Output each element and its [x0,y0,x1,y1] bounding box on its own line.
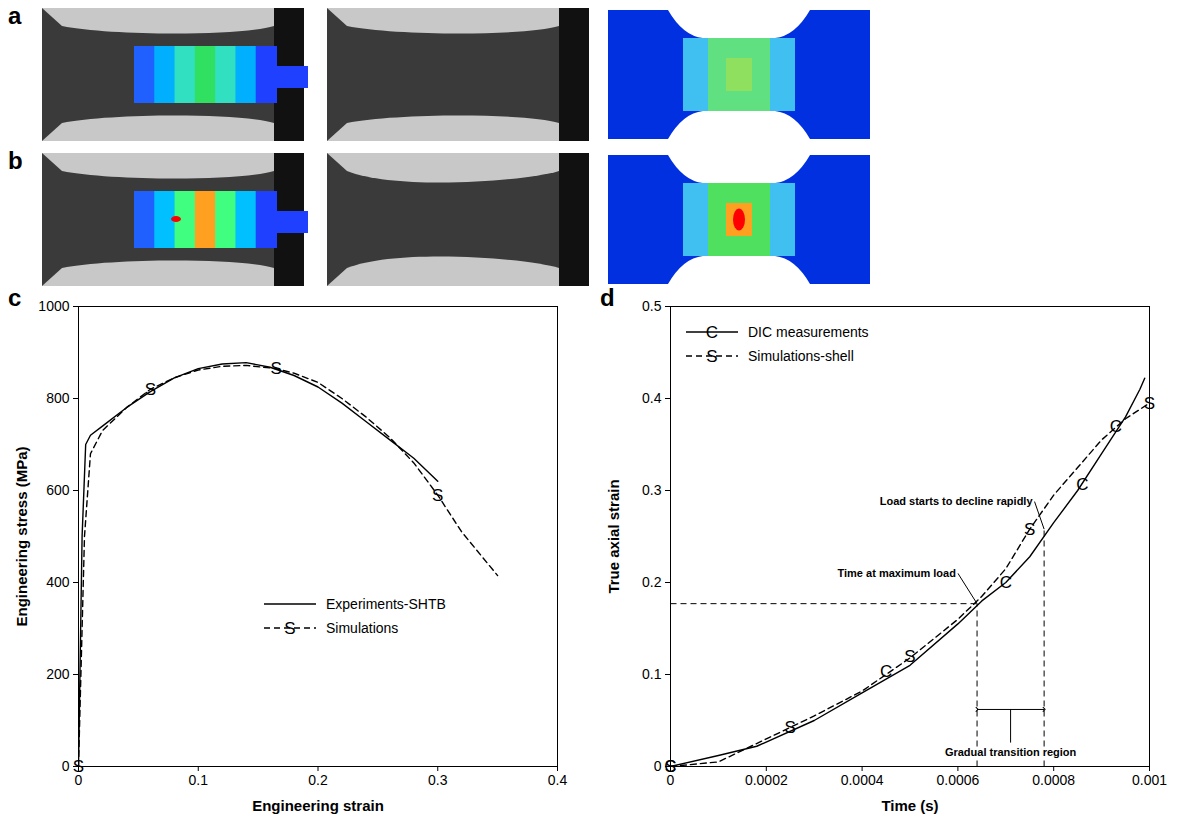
svg-text:C: C [1076,475,1088,494]
svg-text:S: S [665,757,676,776]
svg-text:0: 0 [74,772,83,789]
svg-text:S: S [432,486,443,505]
svg-text:S: S [785,718,796,737]
svg-text:0.2: 0.2 [308,772,328,788]
svg-text:S: S [145,380,156,399]
svg-text:200: 200 [46,666,70,682]
svg-text:0.4: 0.4 [642,390,662,406]
svg-text:0.1: 0.1 [189,772,209,788]
svg-text:0: 0 [666,772,675,789]
svg-text:0.1: 0.1 [642,666,662,682]
html-text:Simulations-shell: Simulations-shell [748,348,854,364]
html-text:c: c [8,284,22,311]
svg-text:S: S [904,647,915,666]
svg-text:Gradual transition region: Gradual transition region [945,746,1077,758]
svg-text:0: 0 [654,758,662,774]
svg-text:S: S [706,347,717,366]
svg-text:S: S [270,359,281,378]
html-text:b: b [8,147,23,174]
svg-text:Time at maximum load: Time at maximum load [838,567,956,579]
html-text:Experiments-SHTB: Experiments-SHTB [326,596,446,612]
svg-text:0.0004: 0.0004 [841,772,884,788]
svg-text:0.3: 0.3 [428,772,448,788]
svg-text:C: C [1110,417,1122,436]
svg-text:C: C [880,662,892,681]
svg-text:C: C [1000,573,1012,592]
svg-text:0.0002: 0.0002 [745,772,788,788]
svg-text:Load starts to decline rapidly: Load starts to decline rapidly [880,495,1034,507]
svg-text:S: S [1144,394,1155,413]
svg-text:S: S [73,757,84,776]
svg-text:Engineering strain: Engineering strain [252,797,384,814]
html-text:Simulations: Simulations [326,620,399,636]
svg-text:0.0006: 0.0006 [936,772,979,788]
svg-text:400: 400 [46,574,70,590]
html-text:DIC measurements: DIC measurements [748,324,869,340]
svg-text:0.001: 0.001 [1132,772,1167,788]
svg-text:Engineering stress (MPa): Engineering stress (MPa) [13,446,30,626]
html-text:d: d [600,284,615,311]
svg-text:True axial strain: True axial strain [605,479,622,593]
svg-text:C: C [706,323,718,342]
svg-text:S: S [284,619,295,638]
html-text:a: a [8,2,22,29]
svg-text:0.4: 0.4 [548,772,568,788]
svg-text:1000: 1000 [38,298,69,314]
svg-text:0.3: 0.3 [642,482,662,498]
svg-text:C: C [664,757,676,776]
svg-text:600: 600 [46,482,70,498]
svg-text:800: 800 [46,390,70,406]
svg-text:0.5: 0.5 [642,298,662,314]
svg-text:0.2: 0.2 [642,574,662,590]
svg-text:Time (s): Time (s) [881,797,938,814]
svg-text:0: 0 [62,758,70,774]
svg-text:S: S [1024,520,1035,539]
svg-text:0.0008: 0.0008 [1032,772,1075,788]
